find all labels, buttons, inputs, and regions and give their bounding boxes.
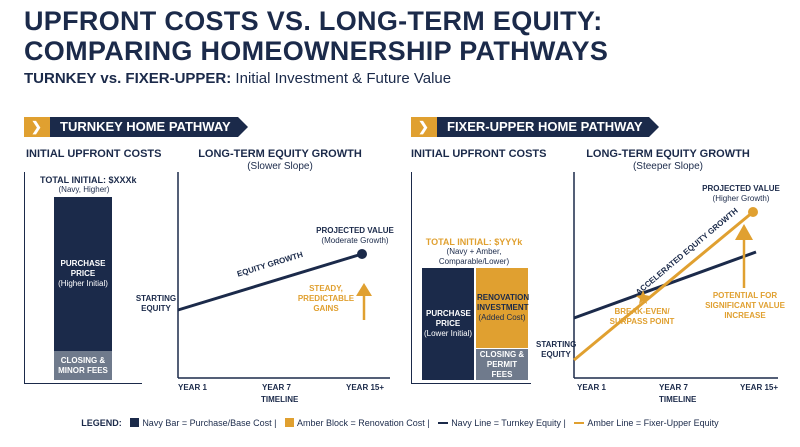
fixer-potential-label: POTENTIAL FOR SIGNIFICANT VALUE INCREASE	[705, 291, 785, 320]
page-title: UPFRONT COSTS VS. LONG-TERM EQUITY: COMP…	[24, 6, 608, 66]
fixer-fees-label: CLOSING & PERMIT FEES	[479, 349, 525, 379]
turnkey-steady-label: STEADY, PREDICTABLE GAINS	[297, 284, 355, 313]
fixer-total-note: (Navy + Amber, Comparable/Lower)	[438, 247, 510, 266]
legend-amber-block: Amber Block = Renovation Cost	[297, 418, 425, 428]
fixer-reno-block: RENOVATION INVESTMENT (Added Cost)	[476, 268, 530, 348]
fixer-total: TOTAL INITIAL: $YYYk	[425, 237, 523, 247]
legend-label: LEGEND:	[81, 418, 122, 428]
turnkey-total: TOTAL INITIAL: $XXXk	[40, 175, 137, 185]
legend-navy-line: Navy Line = Turnkey Equity	[451, 418, 561, 428]
fixer-cost-frame	[411, 172, 531, 384]
fixer-growth-head: LONG-TERM EQUITY GROWTH	[586, 148, 750, 160]
turnkey-cost-frame	[24, 172, 142, 384]
fixer-amber-line	[573, 210, 754, 362]
page-subtitle: TURNKEY vs. FIXER-UPPER: Initial Investm…	[24, 70, 451, 87]
fixer-projected-label: PROJECTED VALUE	[702, 184, 780, 193]
fixer-banner-tip	[649, 117, 659, 137]
fixer-growth-sub: (Steeper Slope)	[632, 161, 704, 172]
breakeven-star-icon	[636, 290, 650, 304]
turnkey-banner-label: TURNKEY HOME PATHWAY	[60, 119, 231, 134]
legend-sep-1: |	[274, 418, 277, 428]
fixer-costs-head: INITIAL UPFRONT COSTS	[411, 148, 547, 160]
turnkey-projected-label: PROJECTED VALUE	[316, 226, 394, 235]
legend-amber-swatch	[285, 418, 294, 427]
fixer-tick-year-15: YEAR 15+	[740, 383, 779, 392]
turnkey-banner: ❯ TURNKEY HOME PATHWAY	[24, 117, 238, 137]
turnkey-fees-label: CLOSING & MINOR FEES	[58, 355, 108, 375]
fixer-potential-arrow-head	[735, 224, 753, 240]
title-line-1: UPFRONT COSTS VS. LONG-TERM EQUITY:	[24, 6, 603, 36]
turnkey-costs-head: INITIAL UPFRONT COSTS	[26, 148, 162, 160]
legend-amber-line-swatch	[574, 422, 585, 424]
fixer-reno-label: RENOVATION INVESTMENT	[477, 293, 530, 312]
fixer-tick-year-1: YEAR 1	[577, 383, 606, 392]
fixer-starting-label: STARTING EQUITY	[536, 340, 577, 359]
turnkey-total-note: (Navy, Higher)	[58, 185, 110, 194]
title-line-2: COMPARING HOMEOWNERSHIP PATHWAYS	[24, 36, 609, 66]
legend-amber-line: Amber Line = Fixer-Upper Equity	[587, 418, 719, 428]
chevron-right-icon: ❯	[418, 119, 429, 134]
turnkey-tick-year-15: YEAR 15+	[346, 383, 385, 392]
turnkey-projected-point	[357, 249, 367, 259]
chevron-right-icon: ❯	[31, 119, 42, 134]
fixer-purchase-label: PURCHASE PRICE	[426, 309, 471, 328]
turnkey-purchase-label: PURCHASE PRICE	[60, 259, 106, 278]
turnkey-timeline-label: TIMELINE	[261, 395, 299, 404]
fixer-tick-year-7: YEAR 7	[659, 383, 688, 392]
fixer-fees-bar: CLOSING & PERMIT FEES	[476, 349, 528, 380]
breakeven-label: BREAK-EVEN/ SURPASS POINT	[609, 307, 675, 326]
subtitle-rest: Initial Investment & Future Value	[231, 70, 452, 87]
turnkey-steady-arrow-head	[356, 283, 372, 296]
fixer-projected-note: (Higher Growth)	[712, 194, 770, 203]
subtitle-bold: TURNKEY vs. FIXER-UPPER:	[24, 70, 232, 87]
legend-sep-2: |	[427, 418, 430, 428]
legend: LEGEND: Navy Bar = Purchase/Base Cost | …	[0, 418, 800, 428]
turnkey-banner-tip	[238, 117, 248, 137]
fixer-purchase-note: (Lower Initial)	[423, 329, 472, 338]
turnkey-tick-year-7: YEAR 7	[262, 383, 291, 392]
fixer-projected-point	[748, 207, 758, 217]
legend-sep-3: |	[563, 418, 566, 428]
turnkey-growth-head: LONG-TERM EQUITY GROWTH	[198, 148, 362, 160]
turnkey-starting-label: STARTING EQUITY	[135, 294, 177, 313]
fixer-purchase-bar: PURCHASE PRICE (Lower Initial)	[422, 268, 474, 380]
fixer-banner: ❯ FIXER-UPPER HOME PATHWAY	[411, 117, 649, 137]
legend-navy-bar: Navy Bar = Purchase/Base Cost	[142, 418, 272, 428]
turnkey-tick-year-1: YEAR 1	[178, 383, 207, 392]
turnkey-fees-bar: CLOSING & MINOR FEES	[54, 351, 112, 380]
fixer-banner-label: FIXER-UPPER HOME PATHWAY	[447, 119, 643, 134]
legend-navy-swatch	[130, 418, 140, 427]
legend-navy-line-swatch	[438, 422, 449, 424]
turnkey-projected-note: (Moderate Growth)	[321, 236, 389, 245]
turnkey-equity-line	[177, 252, 363, 312]
fixer-timeline-label: TIMELINE	[659, 395, 697, 404]
turnkey-growth-sub: (Slower Slope)	[247, 161, 313, 172]
turnkey-purchase-note: (Higher Initial)	[58, 279, 108, 288]
fixer-reno-note: (Added Cost)	[478, 313, 526, 322]
turnkey-purchase-bar: PURCHASE PRICE (Higher Initial)	[54, 197, 112, 351]
